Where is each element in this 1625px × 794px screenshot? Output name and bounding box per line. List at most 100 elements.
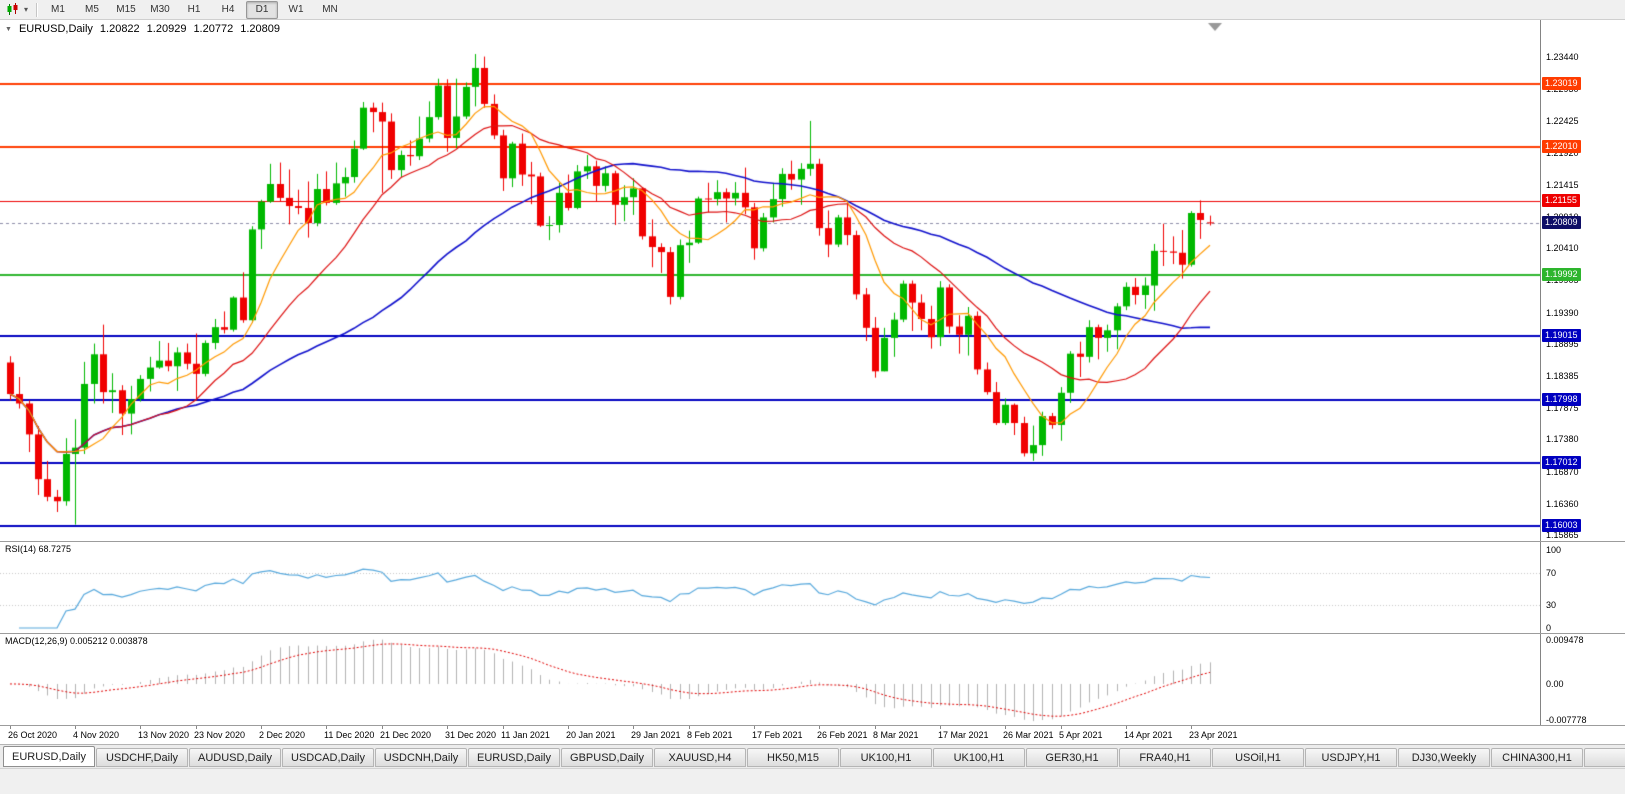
date-axis-label: 14 Apr 2021: [1124, 730, 1173, 740]
rsi-panel: RSI(14) 68.7275 100 70 30 0: [0, 542, 1625, 634]
chart-tab-5[interactable]: EURUSD,Daily: [468, 748, 560, 767]
rsi-axis-label: 100: [1546, 545, 1562, 555]
timeframe-button-mn[interactable]: MN: [322, 4, 338, 15]
chart-tab-6[interactable]: GBPUSD,Daily: [561, 748, 653, 767]
toolbar-separator: [36, 2, 37, 17]
macd-panel: MACD(12,26,9) 0.005212 0.003878 0.009478…: [0, 634, 1625, 726]
date-axis-label: 8 Mar 2021: [873, 730, 919, 740]
price-axis-label: 1.15865: [1546, 530, 1579, 540]
date-axis-label: 21 Dec 2020: [380, 730, 432, 740]
chart-tab-bar: EURUSD,Daily USDCHF,Daily AUDUSD,Daily USDC…: [0, 744, 1625, 768]
price-level-badge[interactable]: 1.17998: [1542, 393, 1581, 407]
timeframe-toolbar: ▾ M1 M5 M15 M30 H1 H4 D1 W1 MN: [0, 0, 1625, 20]
date-axis-tick: [633, 726, 634, 729]
price-level-badge[interactable]: 1.16003: [1542, 519, 1581, 533]
price-level-badge[interactable]: 1.21155: [1542, 194, 1580, 208]
timeframe-button-m5[interactable]: M5: [85, 4, 99, 15]
date-axis-tick: [503, 726, 504, 729]
date-axis-tick: [819, 726, 820, 729]
chart-symbol-label: EURUSD,Daily: [18, 23, 93, 35]
macd-axis: 0.009478 0.00 -0.007778: [1540, 634, 1625, 725]
date-axis-label: 26 Oct 2020: [8, 730, 58, 740]
chart-tab-14[interactable]: USDJPY,H1: [1305, 748, 1397, 767]
chart-type-dropdown-caret-icon[interactable]: ▾: [23, 5, 28, 14]
chart-tab-2[interactable]: AUDUSD,Daily: [189, 748, 281, 767]
chart-tab-7[interactable]: XAUUSD,H4: [654, 748, 746, 767]
price-axis-label: 1.22425: [1546, 116, 1579, 127]
current-price-badge: 1.20809: [1542, 216, 1581, 230]
date-axis-label: 2 Dec 2020: [259, 730, 306, 740]
price-axis-label: 1.23440: [1546, 52, 1579, 63]
date-axis-label: 13 Nov 2020: [138, 730, 190, 740]
chart-tab-15[interactable]: DJ30,Weekly: [1398, 748, 1490, 767]
timeframe-button-d1[interactable]: D1: [246, 0, 278, 19]
price-axis-label: 1.21920: [1546, 148, 1579, 159]
date-axis-tick: [75, 726, 76, 729]
collapse-panel-icon[interactable]: ▼: [5, 25, 12, 33]
date-axis-label: 29 Jan 2021: [631, 730, 681, 740]
date-axis-label: 17 Feb 2021: [752, 730, 803, 740]
macd-axis-label: 0.009478: [1546, 635, 1584, 645]
timeframe-button-w1[interactable]: W1: [288, 4, 304, 15]
date-axis-tick: [1191, 726, 1192, 729]
date-axis-label: 23 Apr 2021: [1189, 730, 1238, 740]
rsi-axis-label: 30: [1546, 599, 1557, 610]
macd-canvas[interactable]: [0, 634, 1540, 725]
chart-tab-4[interactable]: USDCNH,Daily: [375, 748, 467, 767]
chart-tab-9[interactable]: UK100,H1: [840, 748, 932, 767]
chart-tab-10[interactable]: UK100,H1: [933, 748, 1025, 767]
chart-tab-12[interactable]: FRA40,H1: [1119, 748, 1211, 767]
price-level-badge[interactable]: 1.23019: [1542, 76, 1581, 90]
date-axis-label: 20 Jan 2021: [566, 730, 616, 740]
chart-tab-1[interactable]: USDCHF,Daily: [96, 748, 188, 767]
ohlc-close: 1.20809: [240, 23, 280, 35]
chart-type-icon[interactable]: [3, 2, 21, 18]
timeframe-buttons: M1 M5 M15 M30 H1 H4 D1 W1 MN: [42, 0, 346, 19]
price-axis-label: 1.18385: [1546, 371, 1579, 382]
price-axis-label: 1.18895: [1546, 338, 1579, 349]
date-axis-tick: [754, 726, 755, 729]
price-level-badge[interactable]: 1.22010: [1542, 140, 1581, 154]
date-axis-tick: [1061, 726, 1062, 729]
main-chart-panel: ▼ EURUSD,Daily 1.20822 1.20929 1.20772 1…: [0, 20, 1625, 542]
date-axis-tick: [196, 726, 197, 729]
price-level-badge[interactable]: 1.19992: [1542, 267, 1581, 281]
date-axis-tick: [140, 726, 141, 729]
date-axis-label: 11 Dec 2020: [324, 730, 375, 740]
date-axis-tick: [1126, 726, 1127, 729]
rsi-label: RSI(14) 68.7275: [5, 544, 72, 554]
ohlc-high: 1.20929: [146, 23, 187, 35]
macd-label: MACD(12,26,9) 0.005212 0.003878: [5, 636, 148, 646]
price-level-badge[interactable]: 1.19015: [1542, 329, 1581, 343]
status-bar: [0, 768, 1625, 794]
main-chart-canvas[interactable]: [0, 20, 1540, 541]
chart-tab-17[interactable]: U: [1584, 748, 1625, 767]
chart-tab-3[interactable]: USDCAD,Daily: [282, 748, 374, 767]
timeframe-button-h4[interactable]: H4: [221, 4, 235, 15]
chart-tab-0[interactable]: EURUSD,Daily: [3, 746, 95, 767]
timeframe-button-h1[interactable]: H1: [187, 4, 201, 15]
timeframe-button-m30[interactable]: M30: [150, 4, 170, 15]
price-axis[interactable]: 1.234401.229301.224251.219201.214151.209…: [1540, 20, 1625, 541]
date-axis-tick: [261, 726, 262, 729]
date-axis-tick: [326, 726, 327, 729]
price-level-badge[interactable]: 1.17012: [1542, 455, 1581, 469]
date-axis-label: 26 Mar 2021: [1003, 730, 1054, 740]
chart-tab-11[interactable]: GER30,H1: [1026, 748, 1118, 767]
date-axis-tick: [382, 726, 383, 729]
price-axis-label: 1.16870: [1546, 466, 1579, 477]
date-axis[interactable]: 26 Oct 2020 4 Nov 2020 13 Nov 2020 23 Nov 2…: [0, 726, 1625, 744]
price-axis-label: 1.19390: [1546, 307, 1579, 318]
timeframe-button-m15[interactable]: M15: [116, 4, 136, 15]
rsi-canvas[interactable]: [0, 542, 1540, 633]
chart-info-line: ▼ EURUSD,Daily 1.20822 1.20929 1.20772 1…: [5, 23, 280, 35]
ohlc-open: 1.20822: [99, 23, 140, 35]
chart-tab-8[interactable]: HK50,M15: [747, 748, 839, 767]
timeframe-button-m1[interactable]: M1: [51, 4, 65, 15]
chart-tab-13[interactable]: USOil,H1: [1212, 748, 1304, 767]
ohlc-low: 1.20772: [193, 23, 234, 35]
macd-axis-label: 0.00: [1546, 678, 1564, 689]
chart-tab-16[interactable]: CHINA300,H1: [1491, 748, 1583, 767]
date-axis-label: 11 Jan 2021: [501, 730, 550, 740]
